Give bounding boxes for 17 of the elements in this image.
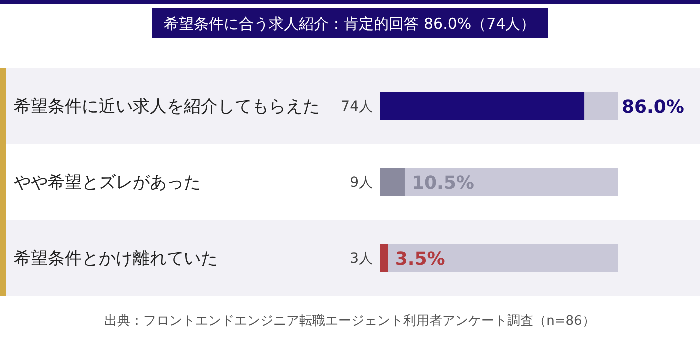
data-label: 86.0%: [622, 97, 684, 118]
text: 74人: [341, 99, 373, 115]
bar: [404, 168, 618, 196]
y-tick-label: 希望条件に近い求人を紹介してもらえた: [14, 97, 320, 117]
data-label: 10.5%: [412, 173, 474, 194]
y-tick-label: やや希望とズレがあった: [14, 173, 201, 193]
chart-title: 希望条件に合う求人紹介：肯定的回答 86.0%（74人）: [164, 15, 536, 33]
bar: [380, 244, 388, 272]
text: 9人: [350, 175, 373, 191]
text: 3人: [350, 251, 373, 267]
data-label: 3.5%: [395, 249, 446, 270]
bar: [388, 244, 618, 272]
bar: [584, 92, 618, 120]
bar: [380, 92, 585, 120]
y-tick-label: 希望条件とかけ離れていた: [14, 249, 218, 269]
bar: [380, 168, 405, 196]
source-note: 出典：フロントエンドエンジニア転職エージェント利用者アンケート調査（n=86）: [104, 314, 596, 329]
